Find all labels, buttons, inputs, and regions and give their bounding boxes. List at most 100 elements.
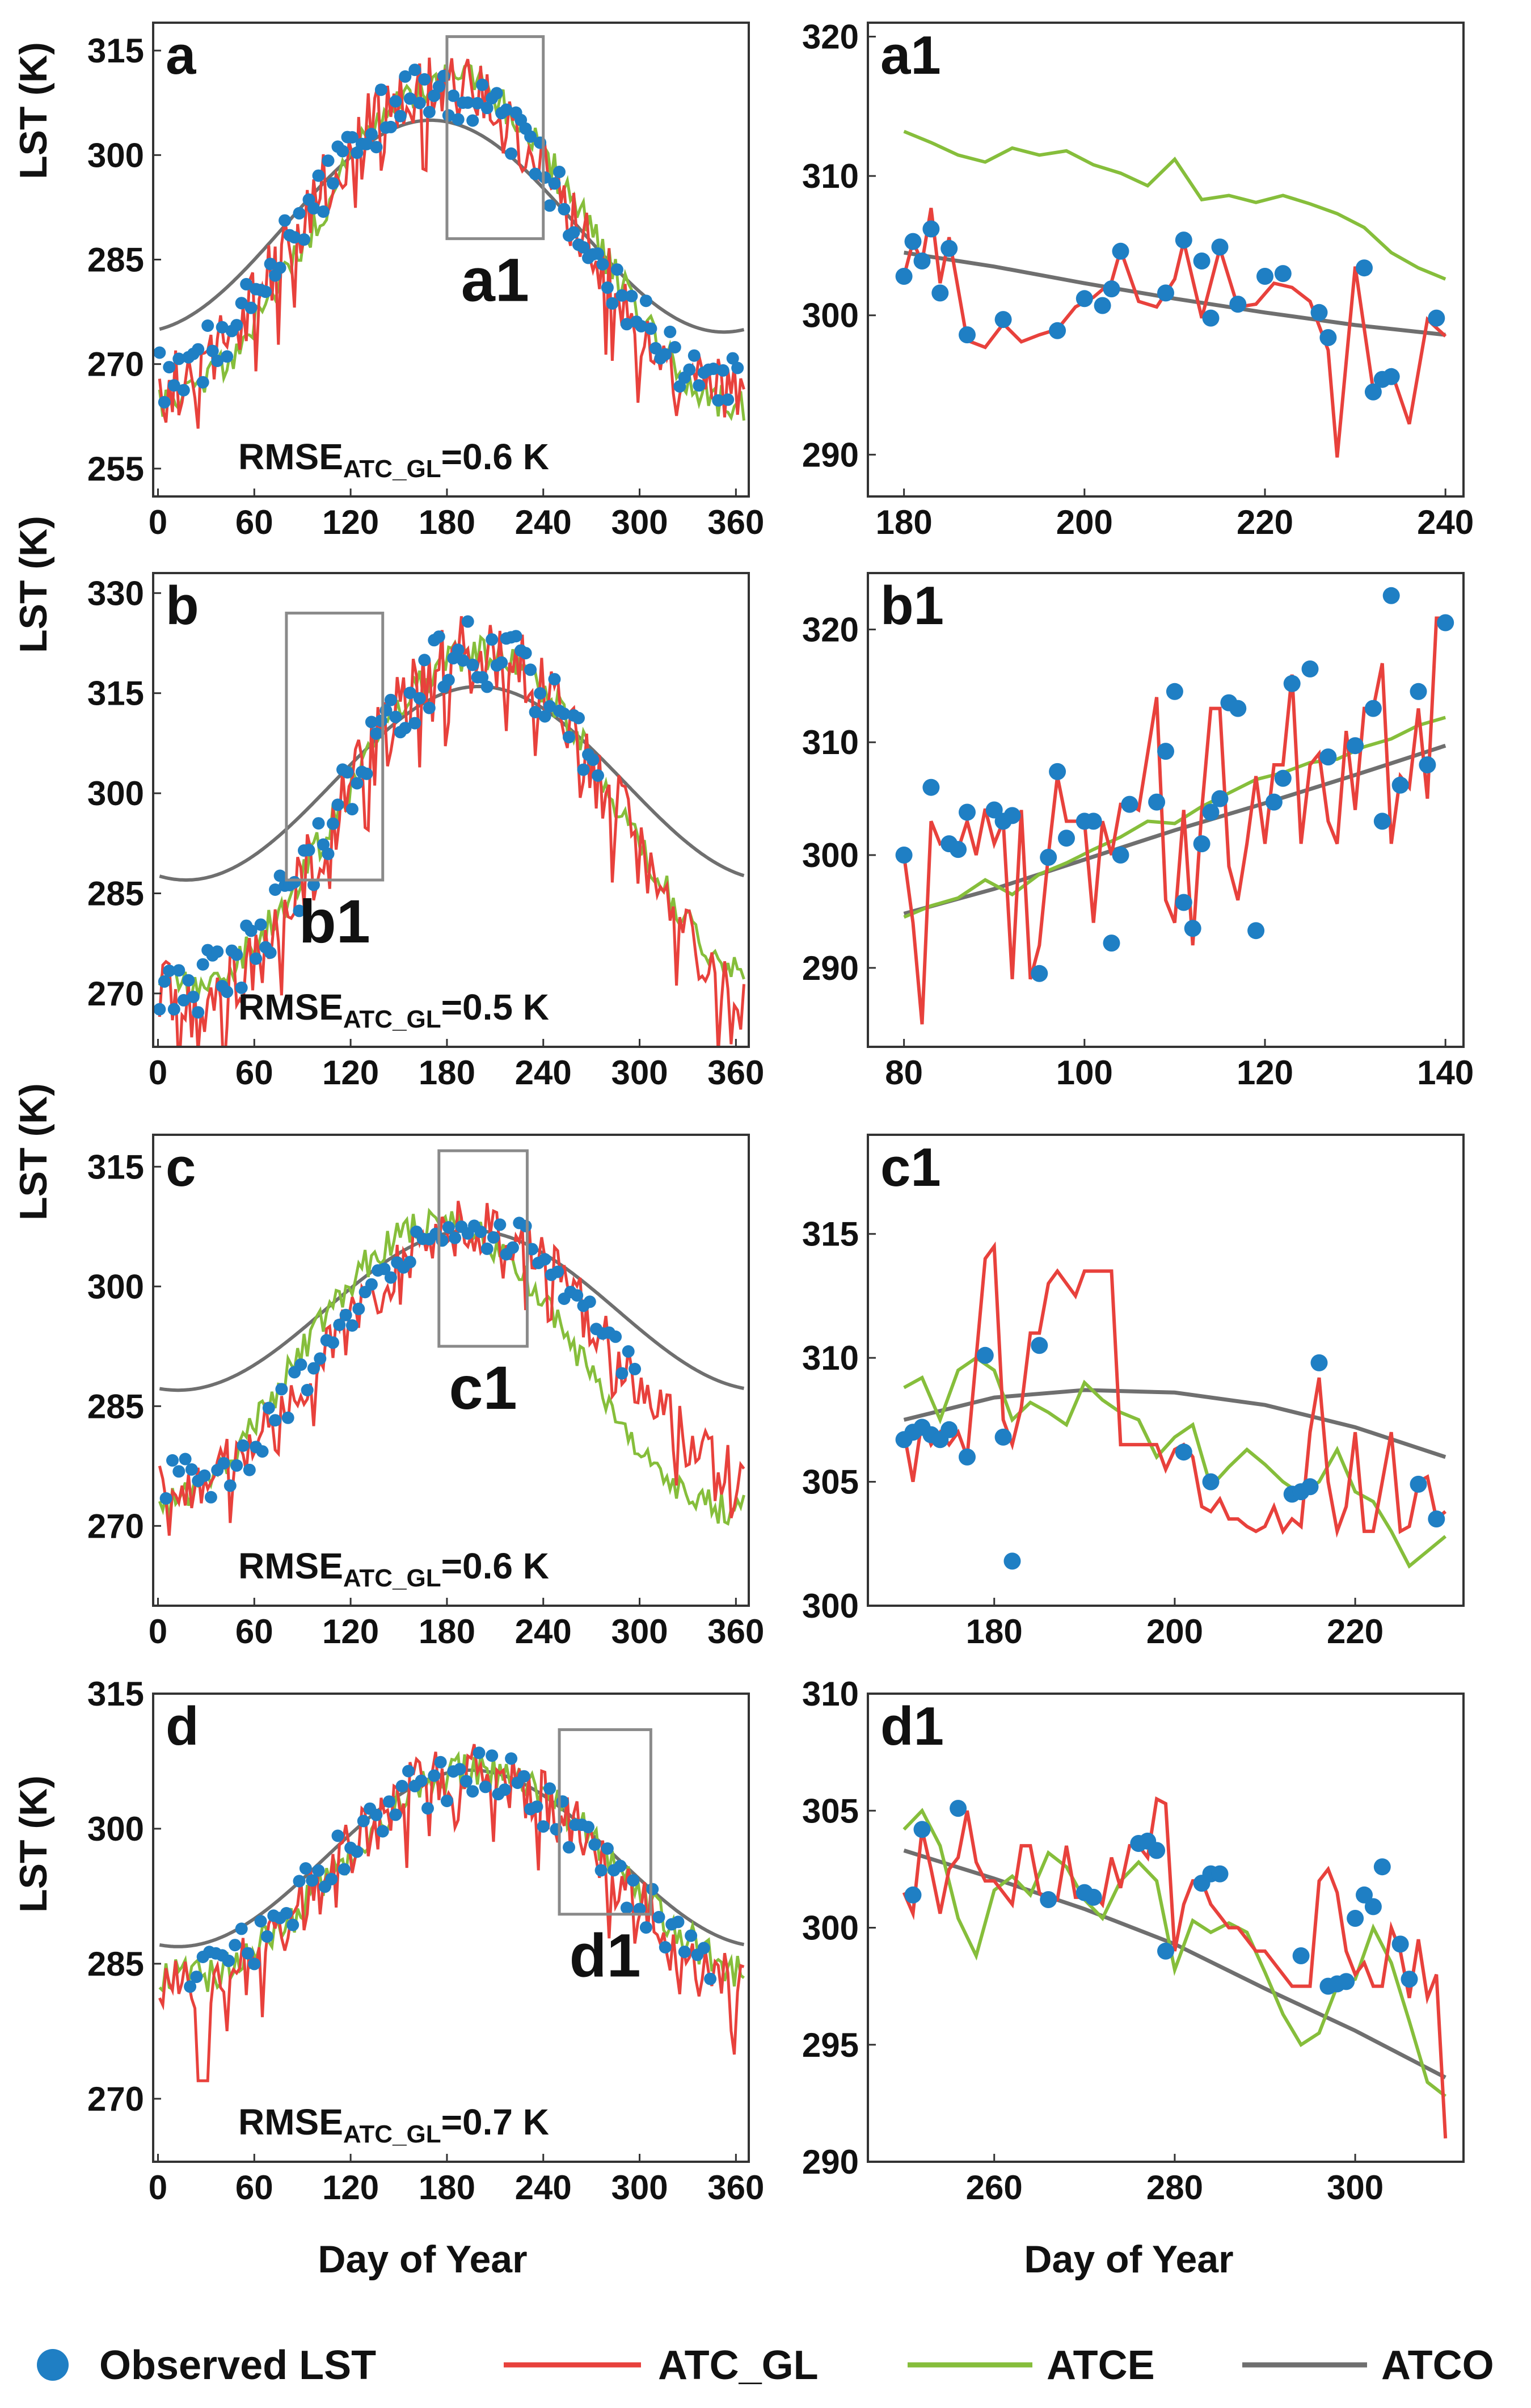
observed-point [177, 993, 190, 1007]
zoom-highlight-box [285, 612, 385, 882]
observed-point [399, 70, 412, 83]
observed-point [558, 203, 571, 216]
observed-point [158, 395, 171, 409]
observed-point [495, 656, 508, 669]
atcgl-series [158, 616, 745, 1047]
observed-point [1040, 849, 1057, 866]
observed-point [601, 1842, 614, 1855]
observed-point [922, 220, 940, 238]
observed-point [230, 319, 243, 332]
observed-point [244, 924, 258, 937]
observed-point [466, 1785, 479, 1798]
observed-point [317, 838, 330, 851]
observed-point [185, 1463, 198, 1476]
observed-point [389, 1808, 402, 1821]
observed-point [722, 393, 735, 406]
observed-point [524, 663, 537, 676]
x-tick-label: 240 [515, 503, 572, 541]
observed-point [394, 110, 407, 123]
observed-point [352, 1302, 365, 1315]
observed-point [563, 731, 575, 744]
atco-series [903, 1388, 1446, 1459]
observed-point [269, 883, 282, 896]
observed-point [206, 344, 219, 357]
x-tick-label: 300 [611, 1613, 668, 1651]
observed-point [415, 1774, 428, 1787]
observed-point [1211, 1865, 1229, 1883]
x-tick-label: 60 [235, 2169, 273, 2207]
observed-point [281, 1411, 294, 1424]
observed-point [336, 145, 349, 158]
observed-point [959, 803, 976, 821]
observed-point [1247, 922, 1265, 940]
observed-point [685, 1929, 698, 1942]
x-tick-label: 60 [235, 1613, 273, 1651]
observed-point [620, 318, 633, 331]
observed-point [529, 706, 542, 718]
observed-point [177, 384, 190, 397]
panel-d: 0 60 120 180 240 300 360 270 285 300 315 d1 RMSEATC_… [87, 1675, 765, 2207]
observed-point [1301, 660, 1319, 677]
observed-point [312, 1864, 325, 1877]
observed-point [378, 1262, 391, 1275]
y-tick-label: 290 [802, 2143, 859, 2181]
observed-point [904, 1886, 922, 1904]
y-tick-label: 270 [87, 1507, 144, 1545]
plot-frame [867, 22, 1465, 498]
observed-point [264, 946, 277, 959]
observed-point [1401, 1971, 1418, 1988]
y-tick-label: 315 [87, 675, 144, 713]
observed-point [1391, 776, 1409, 794]
rmse-main: RMSE [238, 987, 343, 1028]
observed-point [250, 952, 263, 965]
observed-point [610, 263, 623, 276]
observed-point [525, 1243, 538, 1256]
observed-point [221, 350, 234, 363]
rmse-subscript: ATC_GL [343, 1005, 441, 1033]
observed-point [306, 1874, 319, 1887]
observed-point [596, 258, 609, 271]
x-tick-label: 80 [885, 1054, 923, 1092]
y-tick-label: 285 [87, 875, 144, 913]
rmse-value: =0.6 K [441, 1546, 549, 1586]
observed-point [196, 376, 209, 389]
observed-point [1310, 1354, 1328, 1371]
observed-point [473, 1746, 486, 1759]
panel-letter: a1 [880, 25, 941, 86]
observed-point [331, 1829, 344, 1842]
observed-point [639, 294, 652, 308]
observed-point [158, 975, 171, 988]
y-tick-label: 300 [802, 1909, 859, 1947]
observed-point [1274, 265, 1292, 283]
x-tick-label: 0 [149, 1613, 167, 1651]
observed-point [635, 319, 648, 332]
observed-point [395, 1779, 408, 1792]
observed-point [1157, 743, 1174, 760]
y-tick-label: 315 [87, 1148, 144, 1186]
observed-point [466, 658, 479, 671]
observed-point [184, 1980, 197, 1993]
observed-point [254, 918, 267, 931]
observed-point [325, 1872, 338, 1885]
y-tick-label: 310 [802, 1675, 859, 1713]
observed-point [1410, 683, 1427, 700]
observed-point [211, 945, 224, 958]
x-tick-label: 120 [322, 1613, 379, 1651]
observed-point [940, 239, 958, 257]
observed-point [244, 301, 258, 314]
observed-point [1428, 1510, 1445, 1528]
observed-point [1049, 322, 1066, 339]
observed-point [461, 615, 474, 628]
x-tick-label: 0 [149, 2169, 167, 2207]
observed-point [534, 687, 547, 700]
observed-point [529, 167, 542, 180]
observed-point [370, 141, 383, 154]
observed-point [307, 202, 320, 215]
observed-point [235, 1922, 248, 1935]
x-tick-label: 240 [1417, 503, 1474, 541]
atcgl-series [902, 1796, 1448, 2138]
observed-point [286, 1918, 300, 1931]
atcgl-series [902, 1241, 1447, 1538]
plot-frame [152, 1693, 750, 2163]
observed-point [370, 727, 383, 740]
